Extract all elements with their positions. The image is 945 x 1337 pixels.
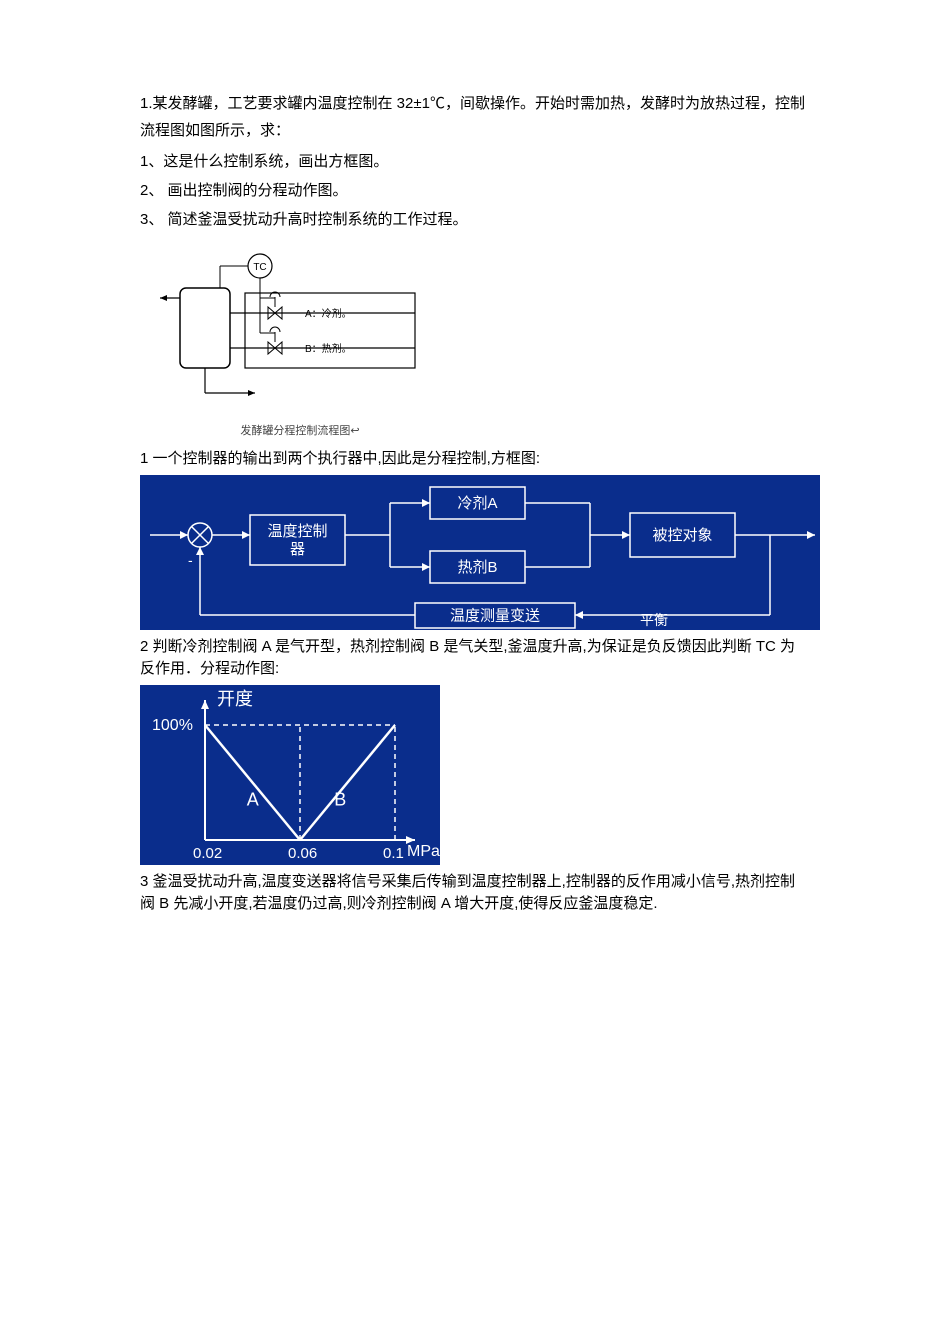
sub-question-2: 2、 画出控制阀的分程动作图。 — [140, 177, 805, 204]
svg-text:0.02: 0.02 — [193, 845, 222, 862]
svg-text:0.06: 0.06 — [288, 845, 317, 862]
answer-1-text: 1 一个控制器的输出到两个执行器中,因此是分程控制,方框图: — [140, 448, 805, 471]
answer-3-text: 3 釜温受扰动升高,温度变送器将信号采集后传输到温度控制器上,控制器的反作用减小… — [140, 871, 805, 916]
process-caption: 发酵罐分程控制流程图↩ — [160, 422, 440, 442]
svg-text:B：热剂。: B：热剂。 — [305, 342, 352, 355]
svg-text:100%: 100% — [152, 717, 193, 734]
svg-text:-: - — [188, 552, 193, 568]
tc-label: TC — [253, 262, 266, 273]
svg-text:器: 器 — [290, 541, 305, 558]
svg-text:平衡: 平衡 — [640, 612, 668, 628]
svg-text:热剂B: 热剂B — [457, 559, 497, 576]
svg-text:A: A — [247, 789, 259, 809]
answer-2-text: 2 判断冷剂控制阀 A 是气开型，热剂控制阀 B 是气关型,釜温度升高,为保证是… — [140, 636, 805, 681]
process-diagram: TC A：冷剂。 B：热剂。 发酵罐分程控制流程图↩ — [160, 248, 440, 428]
svg-text:温度控制: 温度控制 — [267, 523, 327, 540]
action-chart: 开度 100% MPa 0.02 0.06 0.1 A B — [140, 685, 440, 865]
svg-text:开度: 开度 — [217, 689, 253, 709]
svg-text:被控对象: 被控对象 — [652, 527, 712, 544]
block-diagram: - 温度控制器 冷剂A 热剂B 被控对象温度测量变送 平衡 — [140, 475, 820, 630]
svg-text:温度测量变送: 温度测量变送 — [450, 607, 540, 624]
svg-text:B: B — [334, 789, 346, 809]
svg-text:冷剂A: 冷剂A — [457, 495, 497, 512]
svg-text:MPa: MPa — [407, 843, 440, 860]
svg-text:A：冷剂。: A：冷剂。 — [305, 307, 352, 320]
sub-question-1: 1、这是什么控制系统，画出方框图。 — [140, 148, 805, 175]
svg-text:0.1: 0.1 — [383, 845, 404, 862]
sub-question-3: 3、 简述釜温受扰动升高时控制系统的工作过程。 — [140, 206, 805, 233]
question-intro: 1.某发酵罐，工艺要求罐内温度控制在 32±1℃，间歇操作。开始时需加热，发酵时… — [140, 90, 805, 144]
